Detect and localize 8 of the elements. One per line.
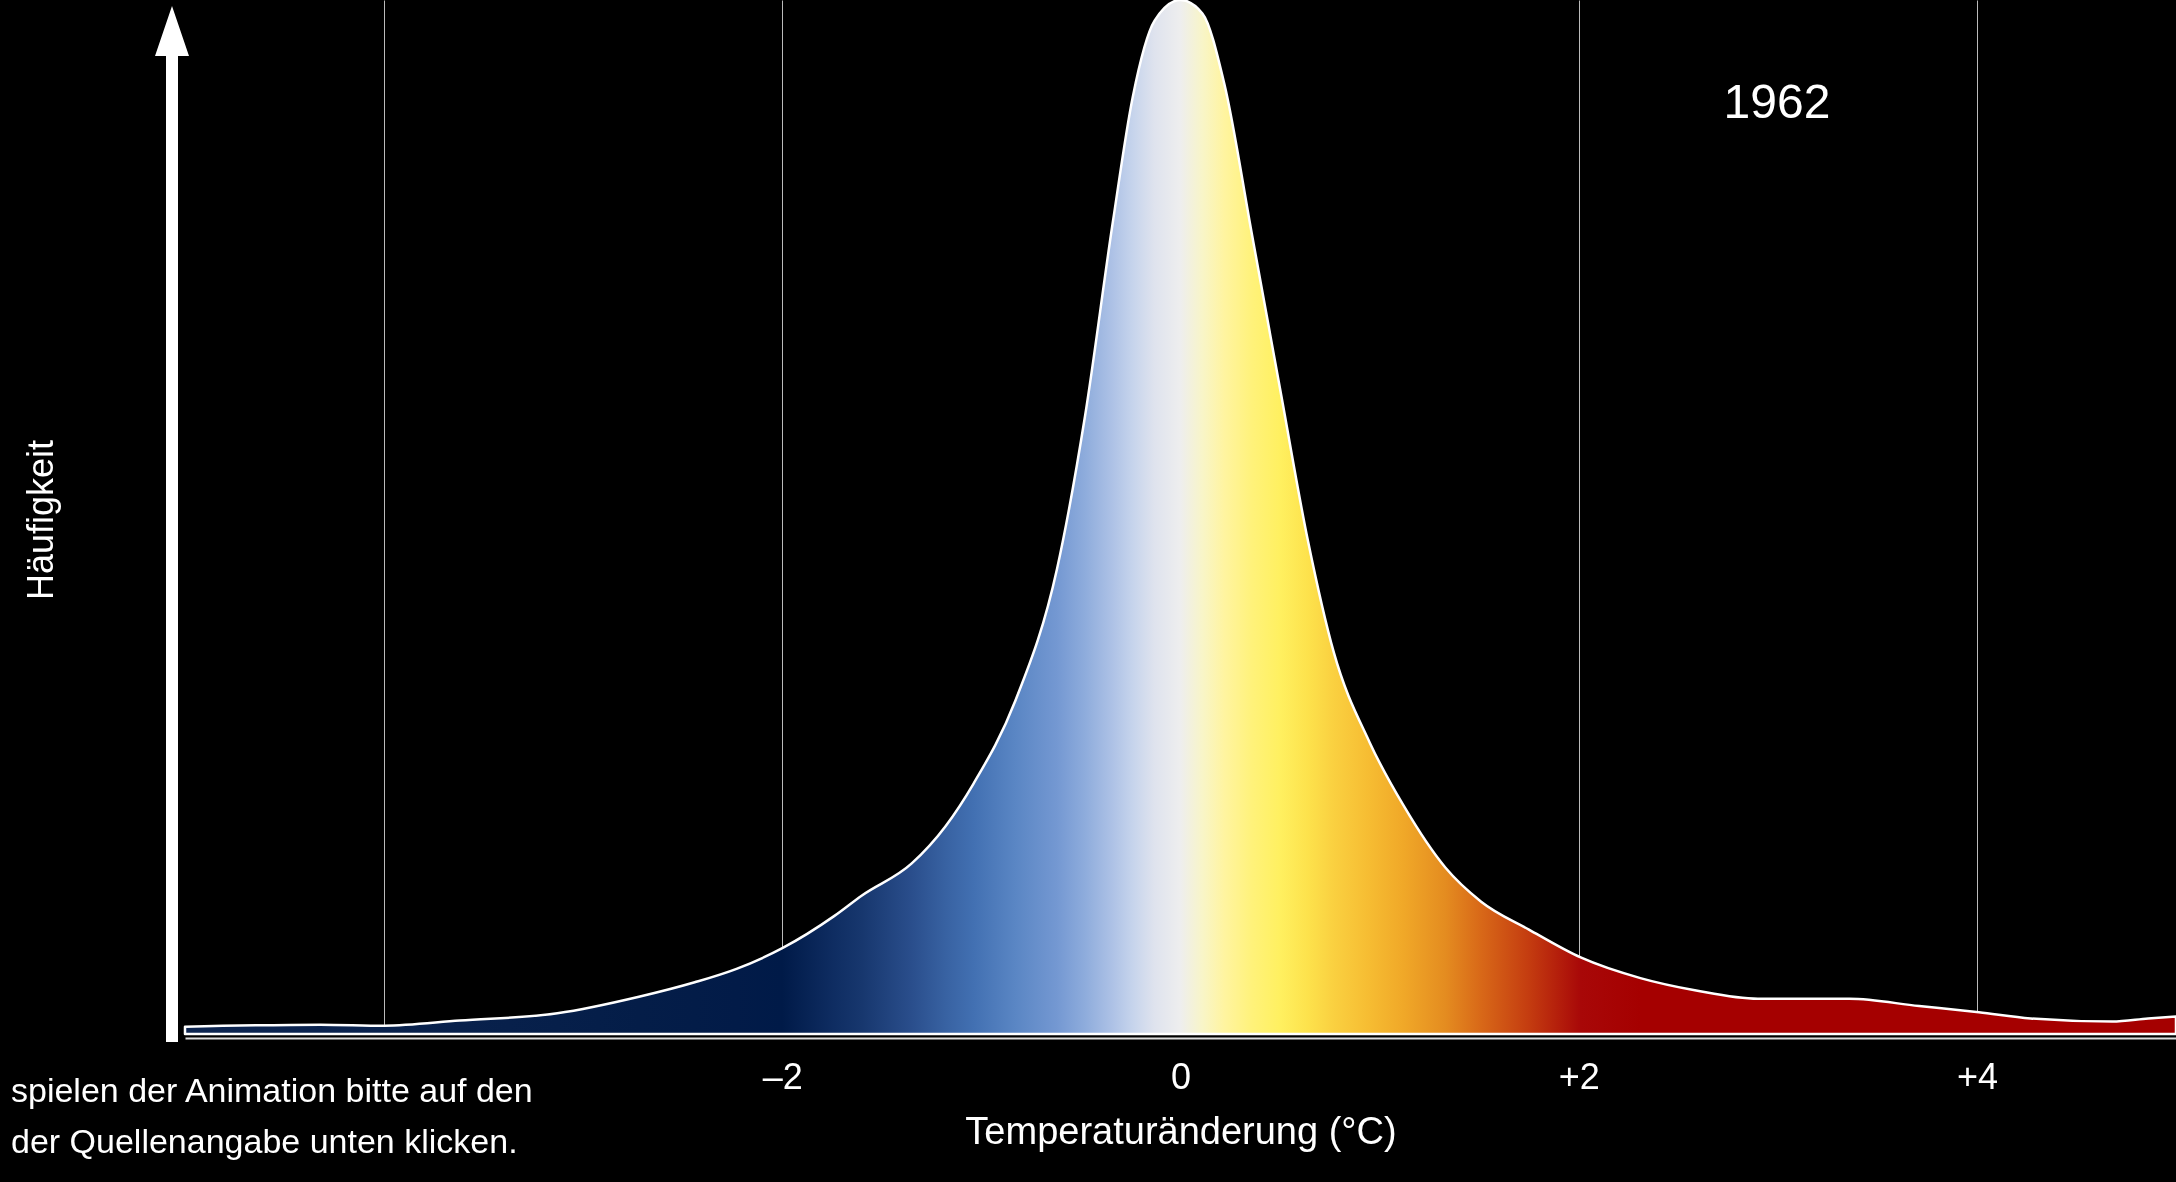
x-tick-label: +2 <box>1558 1055 1600 1097</box>
y-axis-title: Häufigkeit <box>20 439 61 601</box>
x-tick-label: 0 <box>1170 1055 1192 1097</box>
x-tick-label: –2 <box>762 1055 803 1097</box>
x-axis-title: Temperaturänderung (°C) <box>965 1109 1397 1152</box>
annotation: 1962 <box>1723 75 1831 128</box>
x-tick-label: +4 <box>1956 1055 1998 1097</box>
text: spielen der Animation bitte auf den der Quellenangabe unten klicken. <box>11 1071 533 1160</box>
